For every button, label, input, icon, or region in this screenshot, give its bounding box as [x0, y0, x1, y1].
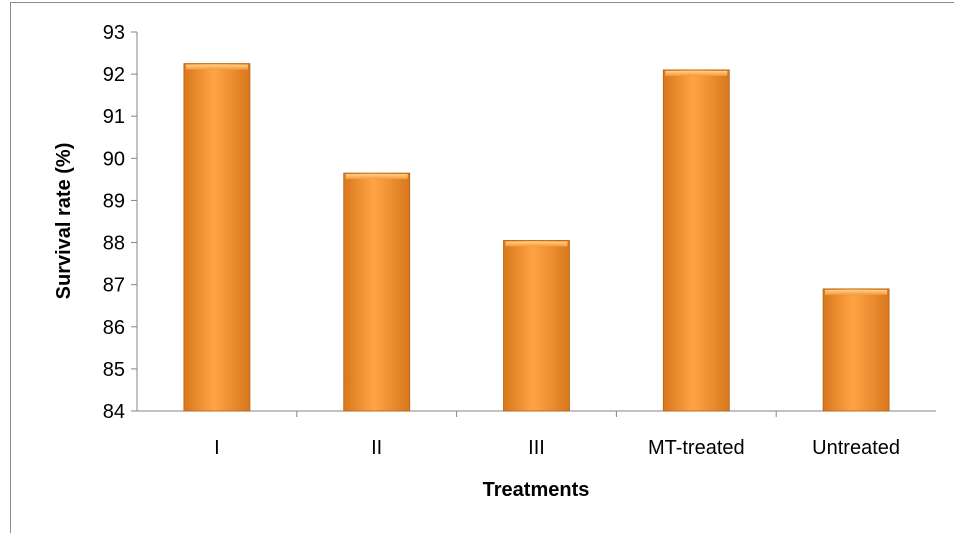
bar-4: [662, 69, 730, 412]
y-tick-label: 89: [103, 190, 125, 212]
y-tick-label: 93: [103, 22, 125, 44]
bar-2: [343, 172, 411, 412]
bar-body: [343, 172, 411, 412]
x-tick-label: II: [371, 437, 382, 459]
y-tick-label: 85: [103, 359, 125, 381]
bar-highlight: [505, 241, 568, 247]
bar-1: [183, 63, 251, 412]
x-tick-label: I: [214, 437, 220, 459]
bar-highlight: [345, 174, 408, 180]
x-tick-label: MT-treated: [648, 437, 745, 459]
y-tick-label: 90: [103, 148, 125, 170]
bar-body: [503, 240, 570, 412]
bar-3: [503, 240, 570, 412]
y-tick-label: 92: [103, 64, 125, 86]
bars-group: [183, 63, 890, 412]
bar-5: [822, 288, 890, 412]
y-tick-label: 91: [103, 106, 125, 128]
bar-body: [662, 69, 730, 412]
bar-highlight: [825, 289, 888, 295]
chart-frame: [10, 2, 954, 533]
y-tick-labels: 84 85 86 87 88 89 90 91 92 93: [103, 22, 125, 423]
x-tick-label: III: [528, 437, 545, 459]
x-axis-title: Treatments: [483, 479, 590, 501]
bar-body: [822, 288, 890, 412]
bar-highlight: [665, 70, 728, 76]
y-tick-label: 86: [103, 317, 125, 339]
bar-highlight: [185, 64, 248, 70]
x-tick-labels: I II III MT-treated Untreated: [214, 437, 900, 459]
y-tick-label: 87: [103, 275, 125, 297]
y-tick-label: 88: [103, 233, 125, 255]
y-tick-label: 84: [103, 401, 125, 423]
y-axis-title: Survival rate (%): [53, 143, 75, 300]
x-tick-label: Untreated: [812, 437, 900, 459]
bar-body: [183, 63, 251, 412]
